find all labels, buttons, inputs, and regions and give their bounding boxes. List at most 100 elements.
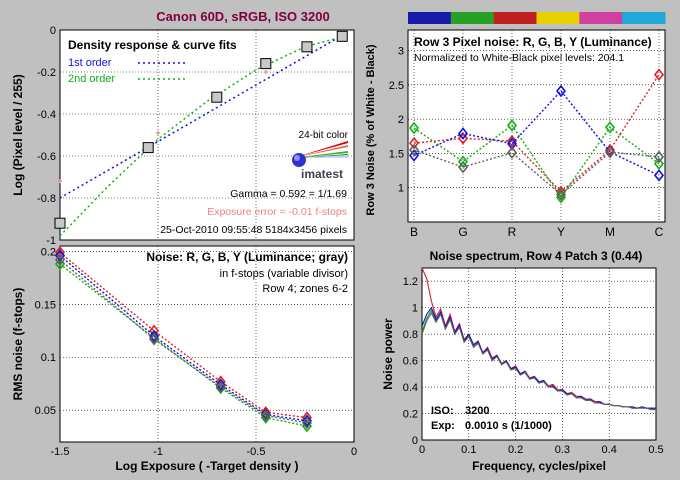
- noise-zone-y-tick-label: 3: [398, 46, 404, 58]
- density-y-tick-label: 0: [50, 25, 56, 37]
- noise-zone-point: [653, 150, 665, 164]
- noise-fstops-chart-title: Noise: R, G, B, Y (Luminance; gray): [146, 250, 348, 264]
- noise-fstops-y-tick-label: 0.15: [35, 299, 56, 311]
- noise-zone-x-tick-label: G: [458, 225, 467, 239]
- noise-fstops-subtitle: Row 4; zones 6-2: [262, 283, 348, 295]
- noise-fstops-point: [149, 329, 160, 343]
- density-y-axis-label: Log (Pixel level / 255): [11, 74, 25, 195]
- density-red-point: [58, 179, 62, 184]
- noise-zone-color-swatch: [622, 12, 666, 24]
- spectrum-x-tick-label: 0.1: [461, 444, 476, 456]
- density-exposure-annotation: Exposure error = -0.01 f-stops: [207, 206, 347, 218]
- density-legend-label: 1st order: [68, 57, 112, 69]
- noise-fstops-x-tick-label: -1.5: [51, 446, 70, 458]
- logo-caption: 24-bit color: [299, 130, 349, 141]
- spectrum-y-tick-label: 0.6: [403, 356, 418, 368]
- spectrum-annotation-value: 3200: [465, 405, 489, 417]
- noise-zone-y-axis-label: Row 3 Noise (% of White - Black): [365, 44, 377, 215]
- noise-zone-color-swatch: [579, 12, 623, 24]
- noise-zone-point: [555, 188, 567, 201]
- spectrum-x-axis-label: Frequency, cycles/pixel: [472, 459, 606, 473]
- noise-zone-series-line: [413, 124, 660, 199]
- noise-zone-x-tick-label: M: [605, 225, 615, 239]
- noise-zone-point: [604, 145, 616, 159]
- density-y-tick-label: -0.8: [37, 193, 56, 205]
- noise-zone-point: [408, 136, 420, 150]
- noise-zone-point: [408, 149, 420, 162]
- noise-zone-chart-title: Row 3 Pixel noise: R, G, B, Y (Luminance…: [414, 35, 652, 49]
- noise-zone-point: [653, 68, 665, 81]
- density-legend-label: 2nd order: [68, 73, 115, 85]
- noise-zone-point: [408, 121, 420, 135]
- density-red-point: [156, 130, 160, 135]
- spectrum-annotation-label: ISO:: [431, 405, 454, 417]
- figure-title: Canon 60D, sRGB, ISO 3200: [156, 9, 329, 24]
- spectrum-plot-area: [421, 267, 657, 441]
- noise-zone-point: [604, 121, 616, 134]
- density-red-point: [263, 70, 268, 74]
- logo-wedge-ray: [293, 148, 348, 158]
- noise-zone-subtitle: Normalized to White-Black pixel levels: …: [414, 52, 624, 64]
- noise-fstops-point: [215, 378, 226, 392]
- noise-fstops-point: [54, 253, 66, 267]
- noise-zone-point: [408, 143, 420, 157]
- spectrum-y-tick-label: 0.2: [403, 409, 418, 421]
- spectrum-series-line: [421, 311, 656, 411]
- spectrum-chart-title: Noise spectrum, Row 4 Patch 3 (0.44): [430, 249, 643, 263]
- noise-zone-x-tick-label: B: [410, 225, 418, 239]
- noise-zone-y-tick-label: 2: [398, 114, 404, 126]
- noise-zone-plot-area: [407, 29, 666, 223]
- spectrum-y-tick-label: 0: [412, 435, 418, 447]
- spectrum-x-tick-label: 0.3: [555, 444, 570, 456]
- logo-wedge-ray: [293, 154, 348, 158]
- noise-fstops-point: [54, 246, 66, 259]
- noise-fstops-point: [301, 414, 312, 428]
- density-plot-area: [59, 29, 355, 241]
- spectrum-y-axis-label: Noise power: [381, 318, 395, 390]
- noise-fstops-point: [260, 409, 271, 422]
- spectrum-y-tick-label: 1: [412, 303, 418, 315]
- logo-sphere-highlight: [294, 155, 300, 161]
- spectrum-annotation-label: Exp:: [431, 420, 455, 432]
- spectrum-x-tick-label: 0: [419, 444, 425, 456]
- density-y-tick-label: -0.6: [37, 151, 56, 163]
- noise-fstops-x-tick-label: -1: [153, 446, 163, 458]
- noise-zone-point: [555, 185, 567, 199]
- spectrum-annotation-value: 0.0010 s (1/1000): [465, 420, 552, 432]
- spectrum-y-tick-label: 1.2: [403, 276, 418, 288]
- noise-fstops-x-axis-label: Log Exposure ( -Target density ): [115, 459, 298, 473]
- noise-zone-point: [457, 132, 469, 145]
- noise-fstops-subtitle: in f-stops (variable divisor): [220, 268, 348, 280]
- density-measured-point: [260, 58, 272, 70]
- density-measured-point: [336, 30, 348, 42]
- density-chart-title: Density response & curve fits: [68, 38, 237, 52]
- noise-zone-series-line: [413, 74, 660, 193]
- noise-zone-color-swatch: [408, 12, 452, 24]
- noise-zone-series-line: [413, 149, 660, 196]
- logo-wedge-ray: [293, 141, 348, 158]
- density-y-tick-label: -1: [46, 235, 56, 247]
- noise-zone-point: [506, 134, 518, 148]
- density-measured-point: [211, 91, 223, 103]
- logo-wedge-ray: [293, 145, 348, 158]
- noise-fstops-y-axis-label: RMS noise (f-stops): [11, 288, 25, 401]
- spectrum-x-tick-label: 0.4: [602, 444, 617, 456]
- noise-zone-point: [457, 127, 469, 140]
- noise-fstops-point: [149, 332, 160, 346]
- noise-fstops-y-tick-label: 0.05: [35, 405, 56, 417]
- density-measured-point: [54, 217, 66, 229]
- noise-zone-y-tick-label: 1.5: [389, 148, 404, 160]
- noise-zone-color-swatch: [493, 12, 537, 24]
- noise-fstops-point: [301, 416, 312, 430]
- noise-zone-y-tick-label: 1: [398, 183, 404, 195]
- noise-zone-x-tick-label: Y: [557, 225, 565, 239]
- noise-zone-point: [653, 157, 665, 170]
- noise-zone-y-tick-label: 2.5: [389, 80, 404, 92]
- density-y-tick-label: -0.4: [37, 109, 56, 121]
- density-timestamp-annotation: 25-Oct-2010 09:55:48 5184x3456 pixels: [160, 224, 347, 236]
- noise-fstops-x-tick-label: -0.5: [247, 446, 266, 458]
- noise-fstops-plot-area: [59, 245, 355, 443]
- spectrum-x-tick-label: 0.2: [508, 444, 523, 456]
- noise-zone-color-swatch: [536, 12, 580, 24]
